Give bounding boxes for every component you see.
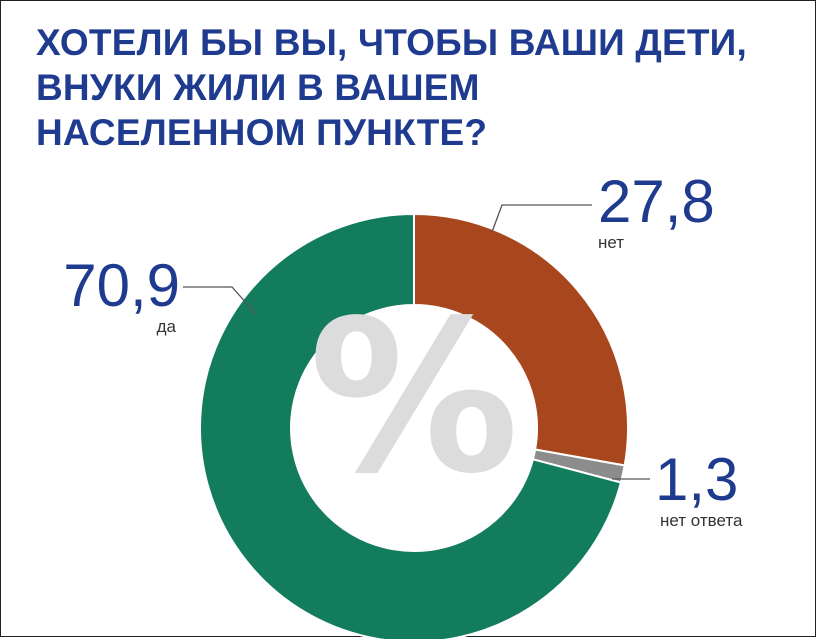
leader-lines bbox=[183, 204, 650, 480]
category-label-0: нет bbox=[598, 233, 624, 252]
leader-line-0 bbox=[491, 204, 592, 233]
leader-line-2 bbox=[183, 286, 257, 315]
value-label-1: 1,3 bbox=[655, 446, 738, 513]
category-label-1: нет ответа bbox=[660, 511, 743, 530]
slice-2 bbox=[199, 212, 623, 639]
percent-symbol: % bbox=[309, 275, 519, 520]
title-line-3: НАСЕЛЕННОМ ПУНКТЕ? bbox=[36, 112, 488, 153]
value-label-2: 70,9 bbox=[63, 252, 180, 319]
title-line-2: ВНУКИ ЖИЛИ В ВАШЕМ bbox=[36, 67, 480, 108]
donut-slices bbox=[199, 212, 629, 639]
title-line-1: ХОТЕЛИ БЫ ВЫ, ЧТОБЫ ВАШИ ДЕТИ, bbox=[36, 22, 747, 63]
category-label-2: да bbox=[157, 317, 177, 336]
chart-title: ХОТЕЛИ БЫ ВЫ, ЧТОБЫ ВАШИ ДЕТИ, ВНУКИ ЖИЛ… bbox=[36, 20, 796, 155]
value-label-0: 27,8 bbox=[598, 168, 715, 235]
slice-0 bbox=[413, 212, 629, 467]
